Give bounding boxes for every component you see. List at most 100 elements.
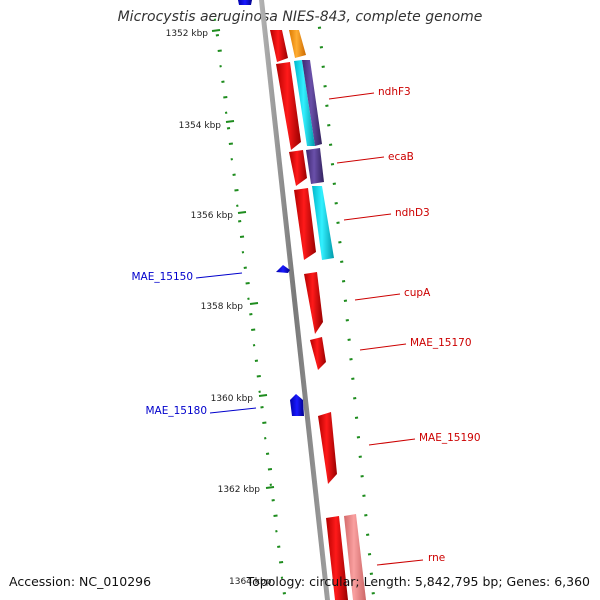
gc-tick-inner-36	[280, 576, 284, 579]
gc-tick-inner-21	[252, 344, 256, 347]
accession-text: Accession: NC_010296	[9, 574, 152, 589]
gc-tick-inner-10	[232, 173, 236, 176]
feature-orange[interactable]	[289, 30, 306, 58]
gc-tick-inner-24	[258, 390, 261, 393]
gc-tick-outer-28	[369, 572, 374, 575]
gc-tick-outer-6	[328, 143, 333, 146]
gc-tick-outer-24	[362, 494, 366, 497]
gene-label-ndhD3[interactable]: ndhD3	[395, 207, 430, 219]
gc-tick-outer-4	[325, 104, 329, 107]
gene-block-ndhF3[interactable]	[276, 62, 301, 150]
gc-content-track	[213, 18, 375, 595]
genome-title: Microcystis aeruginosa NIES-843, complet…	[117, 9, 483, 25]
kbp-tick-1354: 1354 kbp	[179, 121, 222, 131]
gene-label-MAE_15180[interactable]: MAE_15180	[145, 405, 207, 417]
gc-tick-outer-20	[354, 416, 359, 419]
gc-tick-outer-21	[356, 436, 361, 439]
kbp-ruler: 1352 kbp 1354 kbp 1356 kbp 1358 kbp 1360…	[166, 29, 275, 587]
gc-tick-outer-13	[341, 280, 346, 283]
kbp-tick-1362: 1362 kbp	[218, 485, 261, 495]
gc-tick-outer-11	[338, 241, 342, 244]
gc-tick-outer-2	[321, 65, 325, 68]
gc-tick-inner-31	[271, 499, 275, 502]
gc-tick-outer-9	[334, 202, 338, 205]
gene-block-ndhD3[interactable]	[294, 188, 316, 260]
gc-tick-inner-22	[254, 359, 259, 362]
kbp-tick-1364: 1364 kbp	[229, 577, 272, 587]
kbp-tick-1356: 1356 kbp	[191, 211, 234, 221]
gc-tick-inner-9	[230, 158, 233, 161]
gc-tick-outer-10	[336, 221, 340, 224]
gc-tick-inner-11	[234, 189, 239, 192]
gc-tick-outer-5	[327, 124, 331, 127]
gc-tick-inner-17	[245, 282, 250, 285]
gc-tick-inner-28	[265, 452, 270, 455]
gc-tick-inner-32	[273, 514, 278, 517]
feature-purple-2[interactable]	[306, 148, 324, 184]
gc-tick-inner-37	[282, 592, 286, 595]
gene-label-ecaB[interactable]: ecaB	[388, 151, 414, 163]
gene-block-MAE_15170[interactable]	[310, 337, 326, 370]
gc-tick-outer-12	[340, 260, 344, 263]
genome-backbone	[259, 0, 330, 600]
gc-tick-outer-14	[343, 299, 348, 302]
gene-label-ndhF3[interactable]: ndhF3	[378, 86, 411, 98]
feature-pink-rne[interactable]	[344, 514, 366, 600]
feature-purple-1[interactable]	[302, 60, 322, 146]
gc-tick-outer-23	[360, 475, 364, 478]
gc-tick-inner-2	[217, 49, 222, 52]
gene-label-MAE_15150[interactable]: MAE_15150	[131, 271, 193, 283]
gc-tick-inner-14	[239, 235, 245, 238]
gc-tick-inner-0	[213, 18, 217, 21]
gc-tick-outer-18	[351, 377, 355, 380]
gc-tick-outer-8	[332, 182, 336, 185]
gc-tick-outer-3	[323, 85, 327, 88]
gene-block-MAE_15180[interactable]	[290, 394, 304, 416]
feature-cyan-2[interactable]	[312, 186, 334, 260]
gc-tick-inner-1	[215, 34, 220, 37]
gc-tick-inner-4	[221, 80, 225, 83]
gene-label-rne[interactable]: rne	[428, 552, 445, 564]
gc-tick-inner-5	[223, 96, 228, 99]
topology-text: Topology: circular; Length: 5,842,795 bp…	[246, 574, 590, 589]
gc-tick-inner-12	[236, 204, 239, 207]
gc-tick-outer-7	[330, 163, 335, 166]
gc-tick-inner-18	[247, 297, 250, 300]
gc-tick-inner-29	[267, 468, 273, 471]
gc-tick-inner-8	[228, 142, 234, 145]
gene-block-cupA[interactable]	[304, 272, 323, 334]
gc-tick-inner-27	[263, 437, 267, 440]
kbp-tick-1352: 1352 kbp	[166, 29, 209, 39]
gene-block-ecaB[interactable]	[289, 150, 307, 186]
gc-tick-inner-3	[219, 65, 222, 68]
gc-tick-inner-35	[278, 561, 284, 564]
gc-tick-inner-7	[226, 127, 231, 130]
gc-tick-outer-17	[349, 358, 353, 361]
gene-block-rne[interactable]	[326, 516, 348, 600]
gc-tick-inner-34	[277, 545, 281, 548]
kbp-tick-1360: 1360 kbp	[211, 394, 254, 404]
gene-block-MAE_15150[interactable]	[276, 265, 290, 273]
gc-tick-inner-19	[249, 313, 253, 316]
gc-tick-outer-19	[353, 397, 357, 400]
gc-tick-outer-25	[364, 514, 368, 517]
gc-tick-inner-25	[260, 406, 264, 409]
reverse-gene-top[interactable]	[238, 0, 252, 5]
gc-tick-outer-27	[367, 553, 372, 556]
gene-label-MAE_15190[interactable]: MAE_15190	[419, 432, 481, 444]
gc-tick-inner-30	[269, 483, 273, 486]
gc-tick-outer-26	[366, 533, 370, 536]
gc-tick-inner-16	[243, 266, 247, 269]
gene-labels: ndhF3 ecaB ndhD3 MAE_15150 cupA MAE_1517…	[131, 86, 481, 566]
gc-tick-outer-16	[347, 338, 351, 341]
gene-block-MAE_15190[interactable]	[318, 412, 337, 484]
feature-cyan-1[interactable]	[294, 60, 315, 146]
gene-block-1[interactable]	[270, 30, 288, 62]
gene-label-MAE_15170[interactable]: MAE_15170	[410, 337, 472, 349]
gene-label-cupA[interactable]: cupA	[404, 287, 431, 299]
gc-tick-outer-15	[345, 319, 349, 322]
reverse-gene-track	[276, 265, 304, 416]
gc-tick-inner-15	[241, 251, 245, 254]
